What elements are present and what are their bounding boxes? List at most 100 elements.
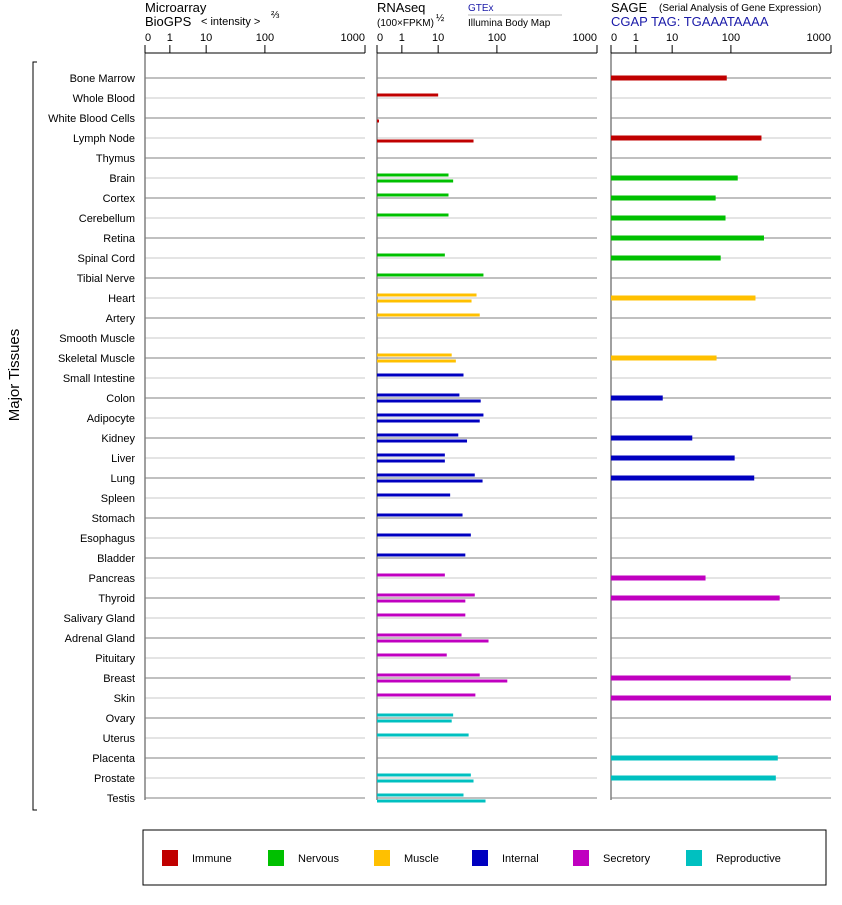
illumina-bar bbox=[377, 359, 456, 363]
gtex-bar bbox=[377, 313, 480, 317]
x-tick-label: 1000 bbox=[573, 32, 597, 44]
legend-swatch bbox=[472, 850, 488, 866]
tissue-label: Skeletal Muscle bbox=[58, 353, 135, 365]
illumina-bar bbox=[377, 779, 474, 783]
tissue-label: Small Intestine bbox=[63, 373, 135, 385]
gtex-bar bbox=[377, 793, 464, 797]
sage-subtitle: (Serial Analysis of Gene Expression) bbox=[659, 3, 821, 14]
microarray-unit-exponent: ⅔ bbox=[271, 10, 280, 21]
x-tick-label: 10 bbox=[666, 32, 678, 44]
x-tick-label: 100 bbox=[256, 32, 274, 44]
x-tick-label: 1 bbox=[399, 32, 405, 44]
sage-bar bbox=[611, 75, 727, 81]
tissue-label: Adipocyte bbox=[87, 413, 135, 425]
tissue-label: Smooth Muscle bbox=[59, 333, 135, 345]
sage-header: SAGE (Serial Analysis of Gene Expression… bbox=[611, 0, 821, 29]
legend-item-secretory: Secretory bbox=[573, 850, 651, 866]
gtex-bar bbox=[377, 453, 445, 457]
sage-bar bbox=[611, 295, 756, 301]
tissue-label: Pancreas bbox=[89, 573, 136, 585]
illumina-bar bbox=[377, 419, 480, 423]
tissue-label: Esophagus bbox=[80, 533, 136, 545]
microarray-subtitle: BioGPS bbox=[145, 14, 192, 29]
sage-bar bbox=[611, 175, 738, 181]
gtex-bar bbox=[377, 493, 451, 497]
sage-bar bbox=[611, 775, 776, 781]
sage-bar bbox=[611, 575, 706, 581]
gtex-bar bbox=[377, 93, 439, 97]
tissue-label: Whole Blood bbox=[73, 93, 135, 105]
legend-label: Immune bbox=[192, 853, 232, 865]
illumina-bar bbox=[377, 459, 445, 463]
legend-label: Nervous bbox=[298, 853, 339, 865]
tissue-label: Heart bbox=[108, 293, 135, 305]
tissue-label: Bone Marrow bbox=[70, 73, 135, 85]
gtex-bar bbox=[377, 513, 463, 517]
tissue-label: Breast bbox=[103, 673, 135, 685]
gtex-bar bbox=[377, 553, 466, 557]
gtex-bar bbox=[377, 293, 477, 297]
legend-swatch bbox=[268, 850, 284, 866]
gtex-bar bbox=[377, 173, 449, 177]
tissue-label: White Blood Cells bbox=[48, 113, 135, 125]
tissue-label: Spleen bbox=[101, 493, 135, 505]
rnaseq-panel: 0 1 10 100 1000 bbox=[376, 32, 598, 803]
microarray-unit: < intensity > bbox=[201, 16, 260, 28]
gtex-bar bbox=[377, 593, 475, 597]
illumina-bar bbox=[377, 799, 486, 803]
illumina-bar bbox=[377, 139, 474, 143]
tissue-label: Artery bbox=[106, 313, 136, 325]
tissue-label: Lymph Node bbox=[73, 133, 135, 145]
tissue-label: Salivary Gland bbox=[63, 613, 135, 625]
sage-tag: CGAP TAG: TGAAATAAAA bbox=[611, 14, 769, 29]
gtex-bar bbox=[377, 353, 452, 357]
microarray-header: Microarray BioGPS < intensity > ⅔ bbox=[145, 0, 280, 29]
illumina-bar bbox=[377, 439, 468, 443]
rnaseq-unit-exponent: ½ bbox=[436, 13, 445, 24]
microarray-title: Microarray bbox=[145, 0, 207, 15]
illumina-bar bbox=[377, 119, 379, 123]
gtex-bar bbox=[377, 673, 480, 677]
x-tick-label: 1 bbox=[167, 32, 173, 44]
x-tick-label: 100 bbox=[722, 32, 740, 44]
tissue-label: Brain bbox=[109, 173, 135, 185]
illumina-bar bbox=[377, 299, 472, 303]
gtex-bar bbox=[377, 573, 445, 577]
gtex-bar bbox=[377, 193, 449, 197]
legend-swatch bbox=[573, 850, 589, 866]
tissue-label: Kidney bbox=[101, 433, 135, 445]
gtex-bar bbox=[377, 613, 466, 617]
illumina-bar bbox=[377, 679, 508, 683]
tissue-label: Testis bbox=[107, 793, 136, 805]
sage-bar bbox=[611, 395, 663, 401]
tissue-label: Thyroid bbox=[98, 593, 135, 605]
legend-swatch bbox=[162, 850, 178, 866]
tissue-label: Lung bbox=[111, 473, 135, 485]
illumina-bar bbox=[377, 479, 483, 483]
tissue-label: Colon bbox=[106, 393, 135, 405]
tissue-label: Pituitary bbox=[95, 653, 135, 665]
gtex-bar bbox=[377, 413, 484, 417]
tissue-label: Bladder bbox=[97, 553, 135, 565]
tissue-label: Thymus bbox=[96, 153, 136, 165]
x-tick-label: 0 bbox=[377, 32, 383, 44]
sage-bar bbox=[611, 755, 778, 761]
gtex-bar bbox=[377, 733, 469, 737]
gtex-bar bbox=[377, 373, 464, 377]
legend-swatch bbox=[686, 850, 702, 866]
legend: Immune Nervous Muscle Internal Secretory Repr… bbox=[162, 850, 781, 866]
legend-label: Reproductive bbox=[716, 853, 781, 865]
gtex-bar bbox=[377, 773, 471, 777]
legend-label: Internal bbox=[502, 853, 539, 865]
y-axis-label: Major Tissues bbox=[6, 329, 23, 422]
illumina-bar bbox=[377, 599, 466, 603]
sage-bar bbox=[611, 235, 764, 241]
tissue-label: Placenta bbox=[92, 753, 136, 765]
gtex-bar bbox=[377, 713, 454, 717]
legend-label: Muscle bbox=[404, 853, 439, 865]
sage-bar bbox=[611, 355, 717, 361]
sage-bar bbox=[611, 455, 735, 461]
gtex-bar bbox=[377, 473, 475, 477]
gtex-bar bbox=[377, 433, 459, 437]
